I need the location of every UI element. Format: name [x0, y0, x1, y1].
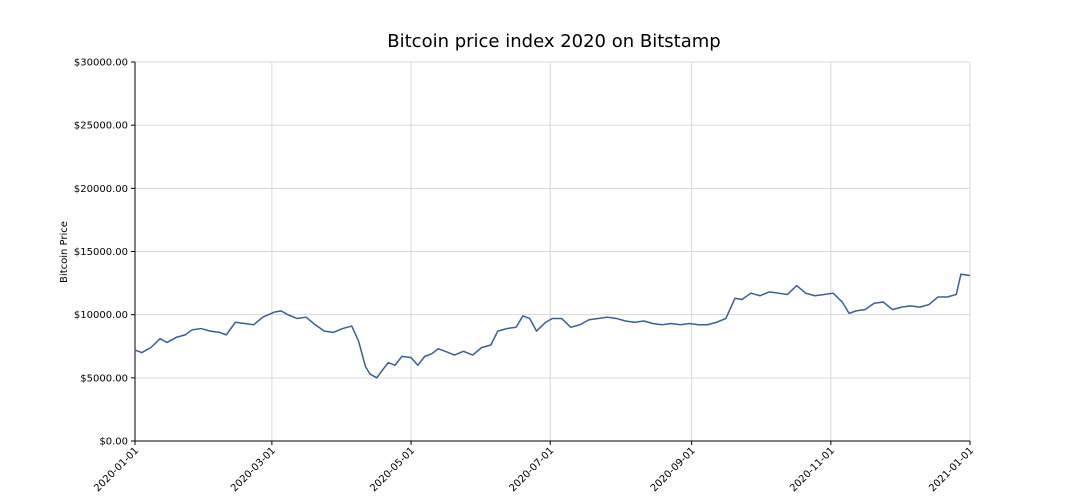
- series-layer: [134, 273, 971, 379]
- series-line: [134, 273, 971, 379]
- y-tick-label: $5000.00: [80, 373, 128, 384]
- y-tick-label: $20000.00: [74, 184, 128, 195]
- y-tick-label: $15000.00: [74, 247, 128, 258]
- y-axis-label: Bitcoin Price: [59, 221, 70, 283]
- x-tick-label: 2020-09-01: [649, 445, 698, 494]
- grid: [134, 61, 971, 442]
- y-tick-label: $25000.00: [74, 121, 128, 132]
- chart-title: Bitcoin price index 2020 on Bitstamp: [387, 31, 720, 52]
- y-tick-label: $30000.00: [74, 58, 128, 69]
- x-tick-label: 2020-11-01: [788, 445, 837, 494]
- x-ticks: 2020-01-01 2020-03-01 2020-05-01 2020-07-01…: [92, 441, 976, 494]
- x-tick-label: 2021-01-01: [927, 445, 976, 494]
- x-tick-label: 2020-01-01: [92, 445, 141, 494]
- x-tick-label: 2020-05-01: [368, 445, 417, 494]
- y-tick-label: $0.00: [99, 437, 128, 448]
- y-ticks: $0.00 $5000.00 $10000.00 $15000.00 $20000.00…: [74, 58, 135, 448]
- y-tick-label: $10000.00: [74, 310, 128, 321]
- x-tick-label: 2020-03-01: [229, 445, 278, 494]
- x-tick-label: 2020-07-01: [507, 445, 556, 494]
